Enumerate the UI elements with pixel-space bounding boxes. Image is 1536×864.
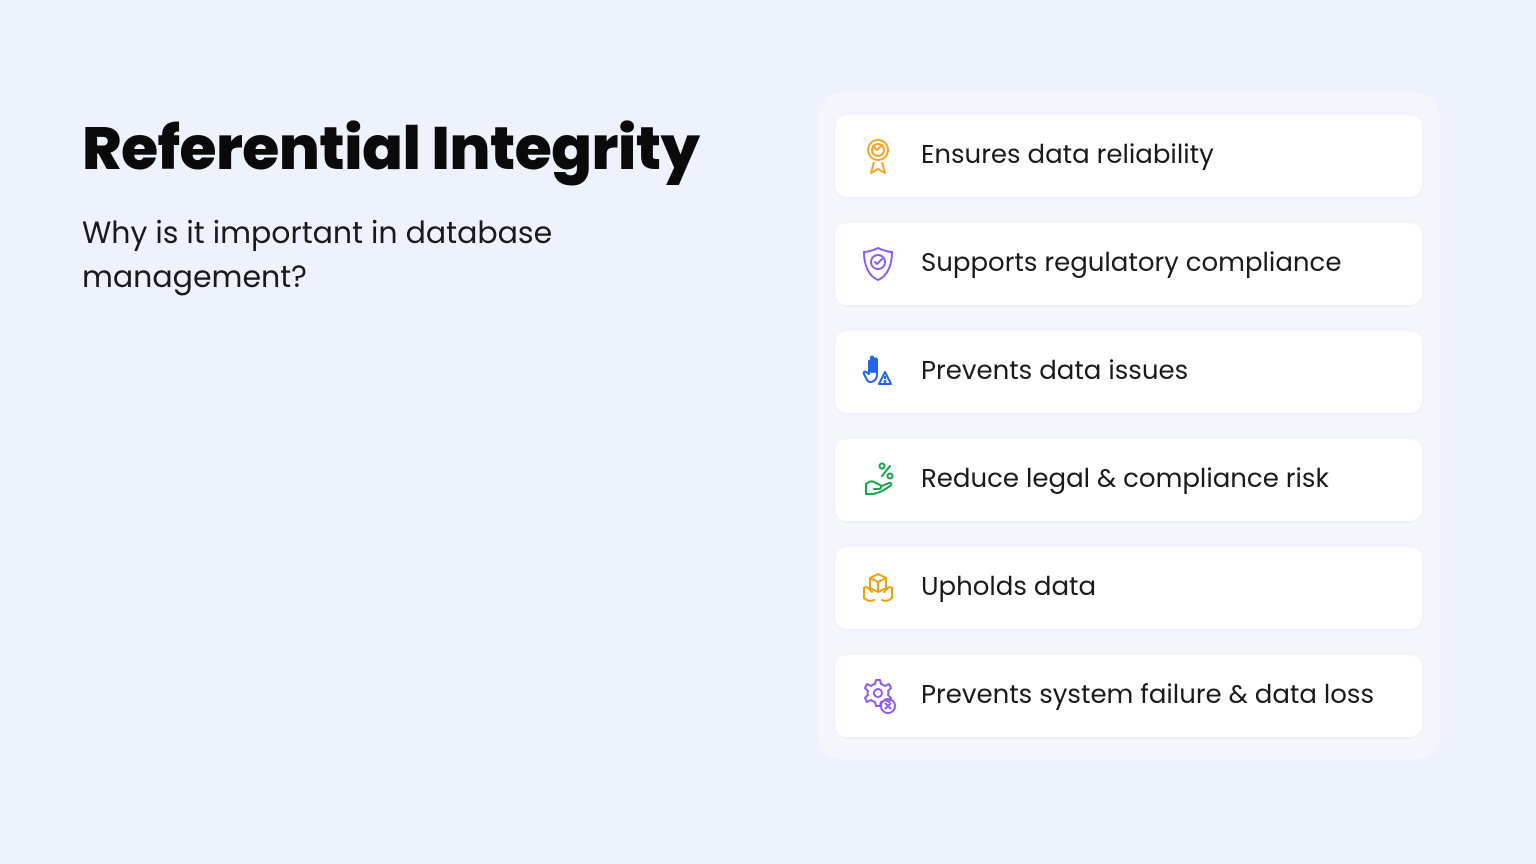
item-label: Reduce legal & compliance risk [921, 464, 1329, 495]
item-label: Supports regulatory compliance [921, 248, 1341, 279]
list-item: Supports regulatory compliance [835, 223, 1422, 305]
list-item: Prevents system failure & data loss [835, 655, 1422, 737]
list-item: Reduce legal & compliance risk [835, 439, 1422, 521]
list-item: Prevents data issues [835, 331, 1422, 413]
hand-percent-icon [857, 459, 899, 501]
page-subtitle: Why is it important in database manageme… [82, 211, 732, 298]
item-label: Prevents data issues [921, 356, 1188, 387]
list-item: Upholds data [835, 547, 1422, 629]
shield-check-icon [857, 243, 899, 285]
list-item: Ensures data reliability [835, 115, 1422, 197]
hands-box-icon [857, 567, 899, 609]
item-label: Prevents system failure & data loss [921, 680, 1374, 711]
award-icon [857, 135, 899, 177]
items-panel: Ensures data reliability Supports regula… [817, 93, 1440, 759]
left-panel: Referential Integrity Why is it importan… [82, 115, 732, 298]
item-label: Ensures data reliability [921, 140, 1214, 171]
gear-x-icon [857, 675, 899, 717]
hand-warning-icon [857, 351, 899, 393]
item-label: Upholds data [921, 572, 1096, 603]
page-title: Referential Integrity [82, 115, 732, 181]
